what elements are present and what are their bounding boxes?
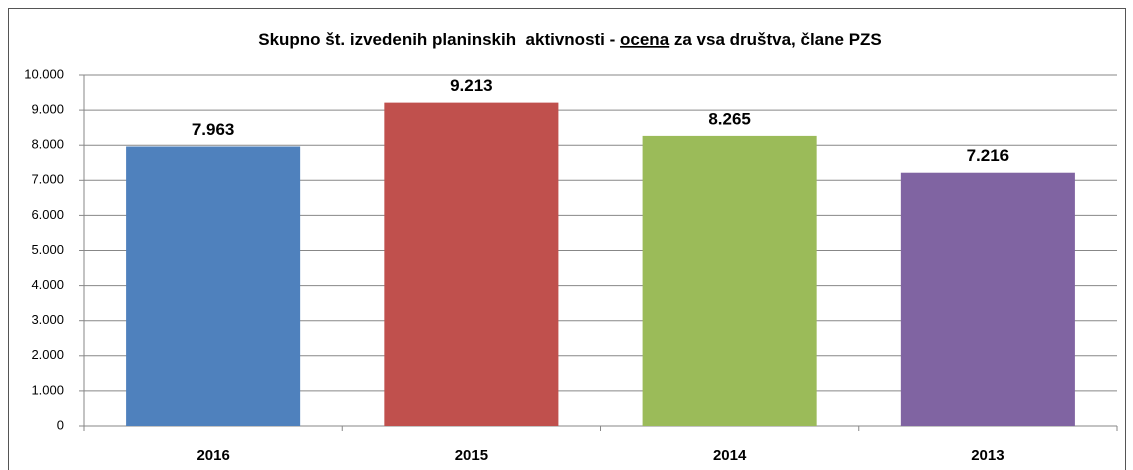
data-label: 9.213 [450, 76, 493, 95]
data-label: 7.216 [967, 146, 1010, 165]
y-tick-label: 5.000 [31, 242, 64, 257]
y-tick-label: 7.000 [31, 172, 64, 187]
chart-title: Skupno št. izvedenih planinskih aktivnos… [258, 30, 882, 49]
y-tick-label: 0 [57, 417, 64, 432]
x-tick-label: 2014 [713, 447, 747, 464]
y-tick-label: 10.000 [24, 66, 64, 81]
bar [642, 135, 817, 426]
y-tick-label: 4.000 [31, 277, 64, 292]
data-label: 7.963 [192, 120, 235, 139]
title-part: ocena [620, 30, 670, 49]
y-tick-label: 3.000 [31, 312, 64, 327]
y-tick-label: 1.000 [31, 382, 64, 397]
bar [900, 172, 1075, 426]
data-label: 8.265 [708, 109, 751, 128]
bar [126, 146, 301, 426]
x-tick-label: 2015 [455, 447, 488, 464]
y-tick-label: 2.000 [31, 347, 64, 362]
x-tick-label: 2016 [196, 447, 229, 464]
title-part: za vsa društva, člane PZS [669, 30, 882, 49]
y-tick-label: 8.000 [31, 137, 64, 152]
y-tick-label: 9.000 [31, 102, 64, 117]
bar [384, 102, 559, 426]
y-tick-label: 6.000 [31, 207, 64, 222]
title-part: Skupno št. izvedenih planinskih aktivnos… [258, 30, 620, 49]
x-tick-label: 2013 [971, 447, 1004, 464]
